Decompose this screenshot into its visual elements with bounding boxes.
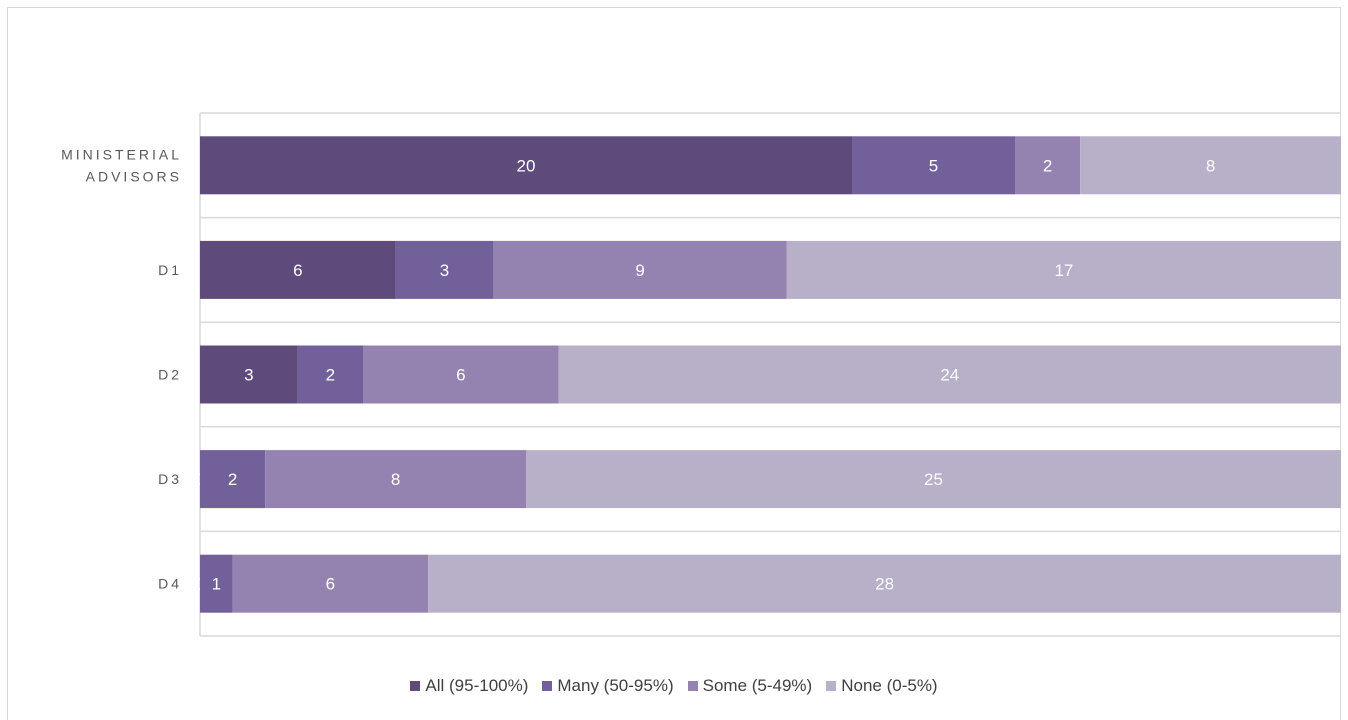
data-label: 20	[517, 156, 536, 175]
data-label: 8	[391, 470, 400, 489]
category-label: D1	[158, 262, 182, 278]
bar-segment	[1080, 136, 1341, 195]
legend-item: Some (5-49%)	[687, 676, 813, 696]
data-label: 9	[635, 261, 644, 280]
data-label: 2	[228, 470, 237, 489]
bar-segment	[428, 554, 1341, 613]
bar-segment	[297, 345, 363, 404]
data-label: 2	[326, 366, 335, 385]
category-label: D3	[158, 471, 182, 487]
bar-segment	[493, 240, 787, 299]
data-label: 2	[1043, 156, 1052, 175]
bar-segment	[200, 345, 298, 404]
data-label: 28	[875, 575, 894, 594]
bar-segment	[200, 554, 233, 613]
data-label: 5	[929, 156, 938, 175]
bar-segment	[852, 136, 1015, 195]
bar-segment	[1015, 136, 1081, 195]
chart-legend: All (95-100%) Many (50-95%) Some (5-49%) No…	[0, 676, 1348, 696]
data-label: 6	[456, 366, 465, 385]
bar-segment	[786, 240, 1341, 299]
data-label: 1	[212, 575, 221, 594]
legend-swatch	[687, 681, 698, 691]
bar-segment	[526, 450, 1341, 509]
legend-swatch	[826, 681, 837, 691]
bar-segment	[363, 345, 559, 404]
bar-segment	[232, 554, 429, 613]
data-label: 3	[440, 261, 449, 280]
legend-label: Some (5-49%)	[702, 676, 813, 695]
legend-item: Many (50-95%)	[542, 676, 674, 696]
bar-segment	[395, 240, 494, 299]
legend-item: None (0-5%)	[826, 676, 938, 696]
data-label: 17	[1054, 261, 1073, 280]
data-label: 6	[293, 261, 302, 280]
category-label: D4	[158, 576, 182, 592]
legend-label: All (95-100%)	[425, 676, 529, 695]
data-label: 8	[1206, 156, 1215, 175]
data-label: 24	[940, 366, 959, 385]
bar-segment	[200, 136, 852, 195]
legend-swatch	[410, 681, 421, 691]
bar-segment	[200, 450, 266, 509]
data-label: 3	[244, 366, 253, 385]
data-label: 6	[326, 575, 335, 594]
legend-label: Many (50-95%)	[557, 676, 674, 695]
category-label: D2	[158, 367, 182, 383]
data-label: 25	[924, 470, 943, 489]
bar-segment	[558, 345, 1341, 404]
legend-swatch	[542, 681, 553, 691]
legend-label: None (0-5%)	[841, 676, 938, 695]
legend-item: All (95-100%)	[410, 676, 528, 696]
category-label: MINISTERIAL ADVISORS	[61, 146, 182, 184]
bar-segment	[265, 450, 526, 509]
bar-segment	[200, 240, 396, 299]
